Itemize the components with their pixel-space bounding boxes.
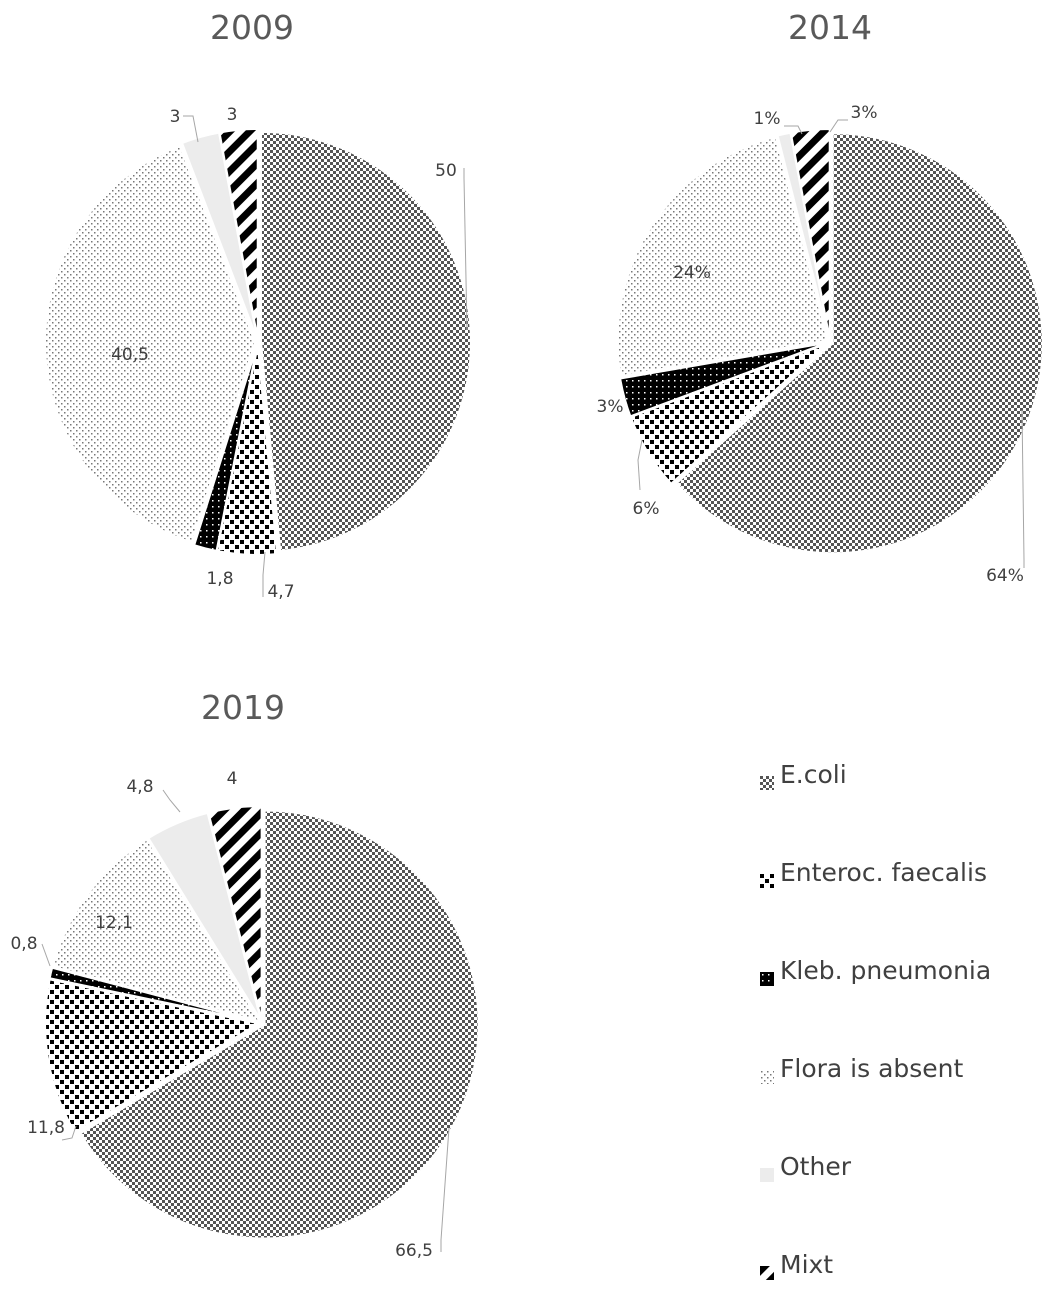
legend-item-other: Other (760, 1117, 991, 1215)
legend-swatch-other (760, 1159, 774, 1182)
legend-item-flora: Flora is absent (760, 1019, 991, 1117)
legend-item-mixt: Mixt (760, 1215, 991, 1313)
data-label-2014-enteroc: 6% (633, 499, 660, 519)
pie-slice-2019-enteroc (44, 978, 262, 1134)
leader-line-2014-mixt (829, 119, 848, 133)
leader-line-2014-other (784, 125, 803, 135)
leader-line-2019-other (162, 789, 181, 813)
legend-label-ecoli: E.coli (780, 759, 847, 789)
pie-slice-2009-ecoli (259, 130, 472, 553)
pie-slice-2014-flora (616, 135, 829, 378)
leader-line-2009-ecoli (463, 168, 468, 331)
pie-slice-2014-ecoli (674, 132, 1044, 555)
pie-slice-2014-kleb (619, 341, 828, 418)
legend-item-enteroc: Enteroc. faecalis (760, 823, 991, 921)
data-label-2014-mixt: 3% (851, 103, 878, 123)
data-label-2009-ecoli: 50 (435, 161, 457, 181)
legend-label-flora: Flora is absent (780, 1053, 964, 1083)
pie-slice-2019-ecoli (79, 809, 480, 1240)
leader-line-2009-other (183, 115, 199, 143)
pie-slice-2019-flora (51, 837, 262, 1023)
data-label-2009-mixt: 3 (227, 105, 238, 125)
data-label-2014-kleb: 3% (597, 397, 624, 417)
data-label-2014-flora: 24% (673, 263, 711, 283)
pie-slice-2019-kleb (48, 966, 260, 1024)
data-label-2009-kleb: 1,8 (206, 569, 233, 589)
chart-title-2019: 2019 (201, 688, 285, 727)
leader-line-2019-ecoli (440, 1127, 450, 1252)
leader-line-2019-enteroc (61, 1125, 77, 1141)
legend-label-other: Other (780, 1151, 851, 1181)
data-label-2019-mixt: 4 (227, 769, 238, 789)
chart-title-2009: 2009 (210, 8, 294, 47)
legend-item-kleb: Kleb. pneumonia (760, 921, 991, 1019)
pie-slice-2019-mixt (207, 805, 263, 1021)
data-label-2009-enteroc: 4,7 (267, 582, 294, 602)
legend-swatch-mixt (760, 1257, 774, 1280)
pie-slice-2009-mixt (218, 128, 259, 340)
leader-line-2009-enteroc (262, 551, 266, 597)
chart-title-2014: 2014 (788, 8, 872, 47)
leader-line-2014-enteroc (637, 439, 643, 491)
legend-label-kleb: Kleb. pneumonia (780, 955, 992, 985)
data-label-2019-other: 4,8 (126, 777, 153, 797)
data-label-2019-flora: 12,1 (95, 913, 133, 933)
pie-slice-2009-flora (44, 144, 257, 544)
data-label-2009-other: 3 (170, 107, 181, 127)
data-label-2014-other: 1% (754, 109, 781, 129)
legend-swatch-flora (760, 1061, 774, 1084)
data-label-2019-ecoli: 66,5 (395, 1241, 433, 1261)
legend-label-enteroc: Enteroc. faecalis (780, 857, 987, 887)
legend-swatch-ecoli (760, 767, 774, 790)
data-label-2019-kleb: 0,8 (10, 934, 37, 954)
leader-line-2019-kleb (41, 943, 51, 967)
leader-line-2014-ecoli (1021, 409, 1025, 568)
pie-slice-2009-kleb (192, 344, 259, 553)
legend-label-mixt: Mixt (780, 1249, 834, 1279)
data-label-2019-enteroc: 11,8 (27, 1118, 65, 1138)
legend: E.coli Enteroc. faecalis Kleb. pneumonia… (760, 725, 991, 1313)
pie-slice-2014-mixt (789, 128, 831, 340)
pie-charts: 50 4,7 1,8 40,5 3 3 64% 6% 3% 24% 1% 3% 66,5 11,8 0,8 1… (10, 103, 1044, 1261)
legend-swatch-enteroc (760, 865, 774, 888)
data-label-2014-ecoli: 64% (986, 566, 1024, 586)
legend-swatch-kleb (760, 963, 774, 986)
legend-item-ecoli: E.coli (760, 725, 991, 823)
data-label-2009-flora: 40,5 (111, 345, 149, 365)
